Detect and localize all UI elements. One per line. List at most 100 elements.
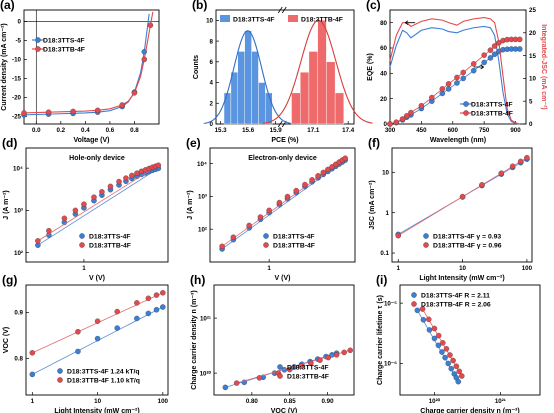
x-tick-label: 1 — [267, 265, 271, 272]
data-point — [479, 182, 485, 188]
data-point — [325, 166, 331, 173]
y-tick-label: 60 — [380, 45, 387, 52]
jsc-point — [491, 43, 498, 49]
legend-marker — [79, 233, 85, 239]
data-point — [431, 325, 438, 332]
data-point — [155, 162, 162, 169]
arrow-left-icon — [404, 20, 416, 25]
x-tick-label: 10²⁰ — [429, 398, 441, 405]
jsc-point — [470, 61, 477, 67]
hist-bar — [291, 92, 301, 125]
data-point — [91, 194, 97, 200]
legend-label: D18:3TTB-4F — [301, 16, 343, 23]
data-point — [447, 352, 453, 358]
legend-marker — [423, 242, 429, 248]
data-point — [284, 193, 291, 200]
plot-frame — [213, 284, 355, 396]
y-tick-label: 80 — [380, 20, 387, 27]
data-point — [342, 155, 348, 162]
data-point — [347, 347, 353, 354]
data-point — [333, 352, 340, 358]
x-tick-label: 17.1 — [307, 127, 320, 134]
panel-f: (f) 1 10 100 0.1 1 10 Light Intensity (mW cm⁻²)… — [368, 136, 533, 282]
jsc-point — [487, 55, 494, 61]
data-point — [426, 327, 433, 333]
data-point — [160, 304, 166, 310]
x-tick-label: 15.3 — [215, 127, 228, 134]
data-point — [129, 172, 135, 179]
data-point — [286, 366, 293, 373]
y2-axis-label: Integrated-JSC (mA cm⁻²) — [540, 24, 547, 110]
data-point — [222, 384, 229, 391]
data-point — [320, 169, 327, 176]
fit-line — [236, 349, 351, 384]
x-tick-label: 750 — [479, 127, 490, 134]
y-tick-label: 10² — [14, 250, 23, 257]
y-tick-label: 10⁻⁵ — [384, 300, 397, 307]
jsc-point — [445, 86, 452, 92]
data-point — [448, 365, 455, 372]
y2-tick-label: 5 — [529, 98, 533, 105]
data-point — [81, 201, 87, 207]
x-tick-label: 0.2 — [57, 127, 66, 134]
x-tick-label: 15.6 — [242, 127, 255, 134]
x-tick-label: 1 — [82, 265, 86, 272]
y-tick-label: 0.1 — [380, 250, 389, 257]
jsc-point — [460, 69, 466, 76]
y2-tick-label: 10 — [529, 76, 536, 83]
data-point — [302, 181, 308, 188]
jv-point — [131, 90, 138, 96]
y-tick-label: 0 — [18, 19, 22, 26]
data-point — [257, 214, 264, 220]
jsc-point — [491, 51, 498, 57]
eqe-curve — [389, 17, 520, 125]
data-point — [317, 357, 323, 363]
x-axis-label: Light Intensity (mW cm⁻²) — [54, 408, 139, 413]
legend-marker — [277, 364, 283, 370]
y-axis-label: J (A m⁻²) — [3, 190, 10, 220]
hist-bar — [230, 71, 238, 125]
panel-letter: (c) — [366, 0, 381, 12]
data-point — [445, 360, 452, 367]
y-tick-label: 0 — [210, 121, 214, 128]
y-tick-label: -25 — [12, 114, 22, 121]
x-axis-label: V (V) — [275, 275, 291, 282]
data-point — [420, 317, 427, 323]
hist-bar — [308, 51, 318, 125]
y-tick-label: 0.8 — [14, 356, 23, 363]
x-tick-label: 100 — [522, 265, 533, 272]
gaussian-fit — [203, 30, 291, 124]
data-point — [134, 315, 140, 322]
y-axis-label: VOC (V) — [3, 327, 10, 353]
panel-letter: (a) — [0, 0, 15, 12]
legend-label: D18:3TTS-4F — [89, 233, 131, 240]
y-axis-label: Current density (mA cm⁻²) — [1, 23, 8, 110]
data-point — [116, 178, 122, 185]
y-axis-label: J (A m⁻²) — [187, 190, 194, 220]
eqe-curve — [389, 25, 520, 125]
y-axis-label: JSC (mA cm⁻²) — [369, 180, 376, 229]
x-tick-label: 0.0 — [32, 127, 41, 134]
data-point — [29, 371, 36, 378]
jsc-point — [439, 86, 446, 92]
x-tick-label: 0.85 — [284, 398, 297, 405]
hist-bar — [334, 92, 345, 125]
y-tick-label: 6 — [210, 59, 214, 66]
jsc-point — [399, 116, 406, 122]
data-point — [75, 328, 81, 335]
panel-g: (g) 1 10 100 0.8 0.9 Light Intensity (mW cm⁻²)… — [2, 273, 169, 413]
legend-marker — [463, 101, 469, 107]
data-point — [72, 207, 79, 214]
legend-marker — [423, 233, 429, 239]
y-axis-label: Counts — [193, 55, 200, 79]
jsc-point — [408, 109, 414, 116]
legend-label: D18:3TTB-4F 1.10 kT/q — [67, 377, 140, 384]
y-tick-label: -15 — [12, 76, 22, 83]
panel-c: (c) 300 450 600 750 900 0 20 40 60 80 0 5 10 15 20 25 Wav… — [366, 0, 547, 144]
data-point — [99, 189, 105, 195]
data-point — [298, 363, 304, 369]
data-point — [309, 177, 315, 183]
y-axis-label: Charge carrier density n (m⁻³) — [191, 290, 198, 389]
y-tick-label: 10²⁰ — [200, 370, 212, 377]
